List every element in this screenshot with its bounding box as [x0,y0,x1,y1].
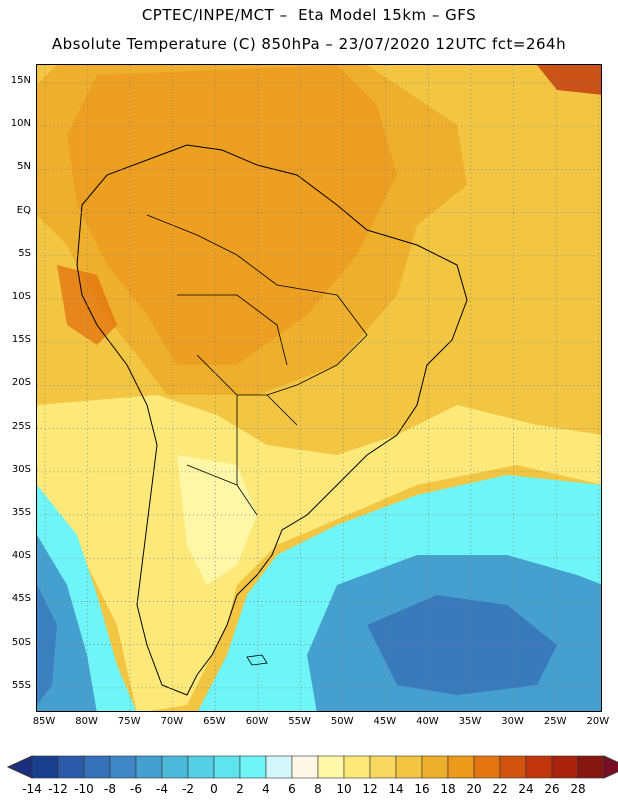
colorbar-swatch [369,755,397,779]
colorbar-swatch [447,755,475,779]
lat-label: 55S [11,679,31,691]
colorbar-tick-label: 0 [210,782,218,796]
borders [146,214,368,516]
colorbar-swatch [57,755,85,779]
colorbar-tick-label: 2 [236,782,244,796]
lat-label: 35S [11,507,31,518]
lon-label: 75W [117,716,141,727]
colorbar-swatch [473,755,501,779]
colorbar-swatch [317,755,345,779]
lon-label: 50W [330,716,354,727]
colorbar-swatch [577,755,605,779]
colorbar-swatch [239,755,267,779]
colorbar-tick-label: 20 [466,782,482,796]
temperature-map [36,64,602,712]
colorbar-low-arrow [6,755,33,779]
colorbar-swatch [265,755,293,779]
colorbar-tick-label: -14 [22,782,42,796]
lon-label: 80W [75,716,98,727]
colorbar-swatch [291,755,319,779]
colorbar-tick-label: -12 [48,782,68,796]
lat-label: 30S [11,463,31,475]
lon-label: 40W [416,716,439,727]
lat-label: 50S [11,636,31,648]
lon-label: 60W [245,716,269,727]
map-title: CPTEC/INPE/MCT – Eta Model 15km – GFS [141,6,477,24]
lat-label: 40S [11,550,31,562]
lat-label: 15N [10,75,31,86]
lat-label: 10S [11,291,31,302]
map-canvas [37,65,601,711]
colorbar-tick-label: -6 [130,782,142,796]
colorbar-swatch [343,755,371,779]
colorbar-tick-label: 28 [570,782,586,796]
colorbar-swatch [213,755,241,779]
lon-label: 45W [373,716,397,727]
colorbar-tick-label: 8 [314,782,322,796]
colorbar-swatch [551,755,579,779]
lon-label: 20W [586,716,610,727]
field-coldest-east [367,595,557,695]
colorbar-swatch [421,755,449,779]
lat-label: EQ [16,204,31,216]
field-coldest-west [37,585,57,705]
lat-label: 10N [10,118,31,130]
colorbar-tick-label: 24 [518,782,534,796]
field-mild [37,395,601,711]
lat-label: 45S [11,593,31,605]
colorbar-swatch [187,755,215,779]
falklands [246,654,268,666]
colorbar-tick-label: 12 [362,782,378,796]
lon-label: 70W [160,716,184,727]
colorbar-tick-label: 26 [544,782,560,796]
colorbar-tick-label: -2 [182,782,194,796]
lon-label: 65W [203,716,226,727]
colorbar-tick-label: 18 [440,782,456,796]
colorbar-swatch [83,755,111,779]
colorbar-swatch [31,755,59,779]
colorbar [6,755,618,779]
lon-label: 85W [32,716,56,727]
lat-label: 5N [17,161,31,173]
colorbar-tick-label: -8 [104,782,116,796]
field-ne-hot [537,65,601,95]
field-hottest [67,65,397,365]
lon-label: 30W [501,716,524,727]
colorbar-tick-label: 10 [336,782,352,796]
lat-label: 5S [18,247,31,259]
lon-label: 35W [458,716,482,727]
colorbar-swatch [161,755,189,779]
field-mild-patch [177,455,257,585]
lat-label: 25S [11,420,31,432]
colorbar-swatch [135,755,163,779]
colorbar-swatch [109,755,137,779]
colorbar-tick-label: 6 [288,782,296,796]
colorbar-tick-label: -10 [74,782,94,796]
colorbar-tick-label: 16 [414,782,430,796]
colorbar-swatch [525,755,553,779]
colorbar-swatch [395,755,423,779]
colorbar-high-arrow [603,755,618,779]
colorbar-swatch [499,755,527,779]
lat-label: 15S [11,334,31,346]
lat-label: 20S [11,377,31,389]
colorbar-tick-label: 22 [492,782,508,796]
lon-label: 25W [543,716,567,727]
lon-label: 55W [288,716,311,727]
colorbar-tick-label: 4 [262,782,270,796]
map-subtitle: Absolute Temperature (C) 850hPa – 23/07/… [51,35,567,53]
colorbar-tick-label: 14 [388,782,404,796]
colorbar-tick-label: -4 [156,782,168,796]
